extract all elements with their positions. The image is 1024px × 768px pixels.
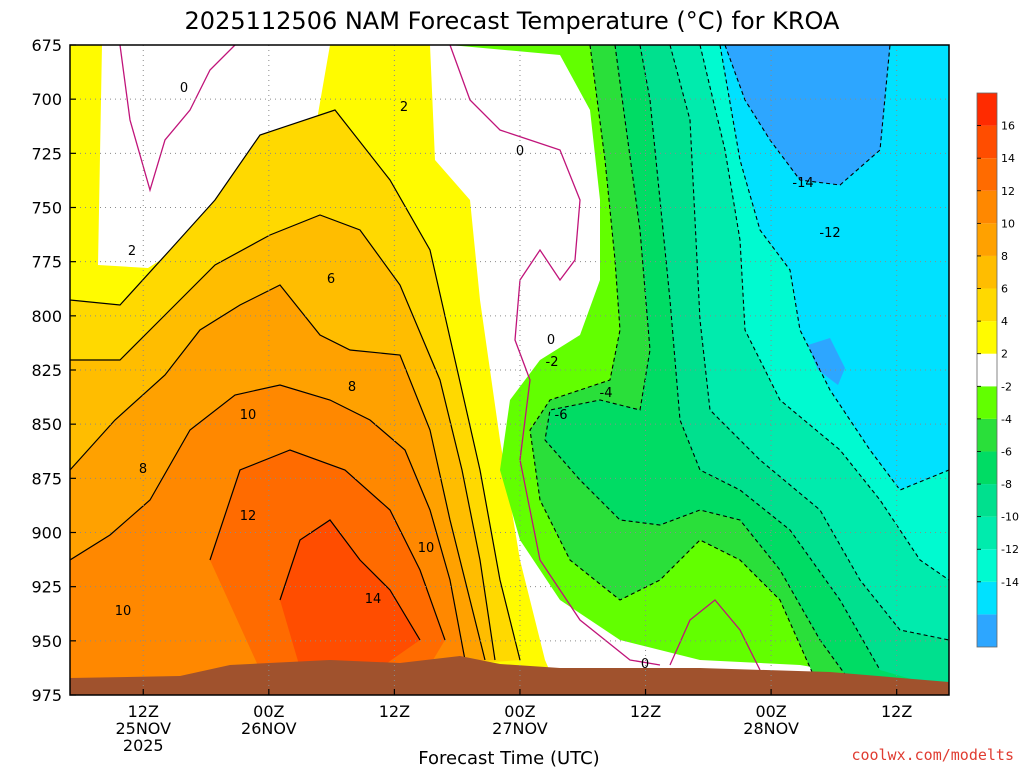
x-tick-label: 28NOV — [743, 719, 799, 738]
colorbar-label: 6 — [1001, 283, 1008, 296]
x-tick-label: 12Z — [881, 702, 912, 721]
contour-labels: 0 0 0 0 2 2 6 8 8 10 10 10 12 14 -2 -4 -6 -12 -14 — [115, 81, 841, 672]
y-tick-label: 925 — [31, 578, 62, 597]
contour-label: 0 — [547, 333, 555, 348]
y-tick-label: 875 — [31, 469, 62, 488]
grid-lines — [70, 44, 949, 696]
colorbar-label: 4 — [1001, 315, 1008, 328]
colorbar-swatch — [977, 125, 997, 159]
contour-label: -6 — [555, 408, 568, 423]
colorbar-swatch — [977, 93, 997, 126]
colorbar-swatch — [977, 190, 997, 224]
colorbar-label: -6 — [1001, 445, 1012, 458]
contour-label: 8 — [139, 462, 147, 477]
y-tick-label: 900 — [31, 524, 62, 543]
contour-label: 2 — [400, 100, 408, 115]
colorbar-label: 8 — [1001, 250, 1008, 263]
y-tick-label: 700 — [31, 90, 62, 109]
colorbar-label: 2 — [1001, 348, 1008, 361]
contour-label: 0 — [516, 144, 524, 159]
x-tick-label: 25NOV — [115, 719, 171, 738]
contour-label: 10 — [418, 541, 435, 556]
contour-label: 2 — [128, 244, 136, 259]
y-tick-label: 725 — [31, 144, 62, 163]
band-red-14 — [280, 520, 420, 668]
colorbar-label: -12 — [1001, 543, 1019, 556]
colorbar-label: -8 — [1001, 478, 1012, 491]
contour-label: 8 — [348, 380, 356, 395]
colorbar-swatch — [977, 255, 997, 289]
y-tick-label: 800 — [31, 307, 62, 326]
zero-contours — [119, 45, 761, 671]
colorbar-swatch — [977, 484, 997, 517]
terrain — [70, 656, 949, 695]
colorbar-swatch — [977, 614, 997, 647]
contour-label: 12 — [240, 509, 257, 524]
x-tick-label: 2025 — [123, 736, 164, 755]
colorbar-swatch — [977, 288, 997, 322]
contour-label: 0 — [641, 657, 649, 672]
y-tick-label: 975 — [31, 686, 62, 705]
contour-label: 0 — [180, 81, 188, 96]
y-tick-label: 675 — [31, 36, 62, 55]
colorbar-label: -2 — [1001, 380, 1012, 393]
x-tick-label: 00Z — [504, 702, 535, 721]
colorbar-swatch — [977, 321, 997, 354]
colorbar-swatch — [977, 386, 997, 419]
x-tick-label: 27NOV — [492, 719, 548, 738]
credit-text: coolwx.com/modelts — [851, 746, 1014, 764]
band-blue-m16b — [808, 338, 845, 385]
x-tick-label: 12Z — [128, 702, 159, 721]
colorbar-label: 14 — [1001, 152, 1015, 165]
contour-label: -2 — [546, 355, 559, 370]
colorbar-swatch — [977, 158, 997, 191]
colorbar-swatch — [977, 516, 997, 550]
colorbar-label: 16 — [1001, 120, 1015, 133]
colorbar-label: -4 — [1001, 413, 1012, 426]
y-tick-label: 825 — [31, 361, 62, 380]
x-tick-label: 12Z — [630, 702, 661, 721]
x-tick-label: 00Z — [755, 702, 786, 721]
colorbar-swatch — [977, 451, 997, 485]
colorbar-label: -10 — [1001, 511, 1019, 524]
y-tick-label: 750 — [31, 199, 62, 218]
contour-label: 6 — [327, 272, 335, 287]
contour-label: -14 — [792, 176, 813, 191]
positive-contours — [70, 109, 521, 661]
colorbar-label: 12 — [1001, 185, 1015, 198]
x-tick-label: 12Z — [379, 702, 410, 721]
y-tick-label: 950 — [31, 632, 62, 651]
colorbar-label: -14 — [1001, 576, 1019, 589]
colorbar: 16 14 12 10 8 6 4 2 -2 -4 -6 -8 -10 -12 -14 — [976, 92, 1019, 648]
colorbar-swatch — [977, 549, 997, 582]
contour-label: 10 — [240, 408, 257, 423]
contour-label: -12 — [819, 226, 840, 241]
colorbar-frame — [976, 92, 998, 648]
colorbar-swatch — [977, 223, 997, 256]
colorbar-swatch — [977, 418, 997, 452]
colorbar-label: 10 — [1001, 217, 1015, 230]
x-axis-label: Forecast Time (UTC) — [418, 748, 599, 768]
y-axis: 675 700 725 750 775 800 825 850 875 900 925 950 975 — [31, 36, 76, 705]
temperature-field — [70, 45, 949, 695]
colorbar-swatch — [977, 353, 997, 387]
colorbar-swatch — [977, 581, 997, 615]
band-cyan-m14 — [720, 45, 949, 490]
chart-title: 2025112506 NAM Forecast Temperature (°C)… — [185, 7, 840, 35]
negative-contours — [529, 45, 949, 695]
x-tick-label: 26NOV — [241, 719, 297, 738]
y-tick-label: 850 — [31, 415, 62, 434]
contour-label: 10 — [115, 604, 132, 619]
band-blue-m16a — [725, 45, 890, 185]
contour-label: 14 — [365, 592, 382, 607]
contour-label: -4 — [600, 386, 613, 401]
x-tick-label: 00Z — [253, 702, 284, 721]
y-tick-label: 775 — [31, 253, 62, 272]
